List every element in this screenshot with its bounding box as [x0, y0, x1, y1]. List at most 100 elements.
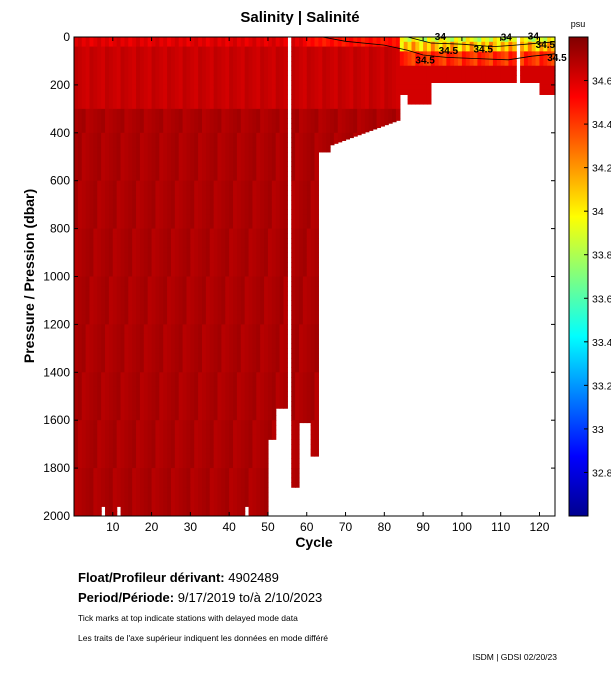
heatmap-cell	[194, 151, 199, 158]
heatmap-cell	[229, 367, 234, 373]
heatmap-cell	[74, 295, 79, 301]
heatmap-cell	[248, 448, 254, 455]
heatmap-cell	[217, 99, 222, 105]
heatmap-cell	[143, 348, 149, 354]
heatmap-cell	[248, 166, 254, 172]
heatmap-cell	[256, 314, 261, 321]
heatmap-cell	[139, 199, 145, 206]
heatmap-cell	[244, 204, 250, 210]
heatmap-cell	[108, 314, 114, 321]
heatmap-cell	[85, 511, 91, 517]
heatmap-cell	[178, 175, 184, 182]
heatmap-cell	[178, 511, 184, 517]
heatmap-cell	[77, 99, 83, 105]
heatmap-cell	[174, 448, 180, 455]
heatmap-cell	[132, 324, 137, 330]
heatmap-cell	[151, 108, 157, 115]
heatmap-cell	[112, 314, 118, 321]
heatmap-cell	[236, 472, 242, 479]
heatmap-cell	[120, 271, 126, 277]
heatmap-cell	[186, 271, 191, 277]
heatmap-cell	[132, 175, 137, 182]
heatmap-cell	[132, 94, 137, 100]
heatmap-cell	[97, 219, 102, 225]
heatmap-cell	[97, 401, 102, 407]
heatmap-cell	[151, 396, 157, 402]
heatmap-cell	[116, 286, 122, 292]
heatmap-cell	[221, 137, 226, 143]
heatmap-cell	[151, 448, 157, 455]
heatmap-cell	[252, 357, 257, 364]
heatmap-cell	[209, 448, 215, 455]
heatmap-cell	[194, 410, 199, 416]
heatmap-cell	[236, 314, 242, 321]
heatmap-cell	[116, 444, 122, 450]
heatmap-cell	[93, 242, 98, 249]
heatmap-cell	[256, 142, 261, 148]
heatmap-cell	[159, 506, 164, 512]
heatmap-cell	[101, 175, 106, 182]
heatmap-cell	[217, 319, 222, 325]
heatmap-cell	[174, 262, 180, 268]
heatmap-cell	[252, 468, 257, 474]
heatmap-cell	[89, 84, 94, 91]
heatmap-cell	[139, 458, 145, 464]
heatmap-cell	[190, 37, 195, 43]
heatmap-cell	[213, 424, 219, 431]
heatmap-cell	[108, 137, 114, 143]
heatmap-cell	[85, 209, 91, 215]
heatmap-cell	[101, 420, 106, 426]
heatmap-cell	[163, 104, 168, 110]
heatmap-cell	[236, 262, 242, 268]
heatmap-cell	[112, 353, 118, 359]
heatmap-cell	[244, 329, 250, 335]
heatmap-cell	[205, 372, 211, 378]
heatmap-cell	[174, 108, 180, 115]
heatmap-cell	[81, 501, 87, 507]
heatmap-cell	[236, 300, 242, 306]
heatmap-cell	[128, 420, 133, 426]
heatmap-cell	[236, 75, 242, 81]
heatmap-cell	[151, 94, 157, 100]
heatmap-cell	[159, 262, 164, 268]
heatmap-cell	[139, 99, 145, 105]
heatmap-cell	[236, 468, 242, 474]
heatmap-cell	[116, 496, 122, 503]
heatmap-cell	[174, 458, 180, 464]
heatmap-cell	[77, 262, 83, 268]
heatmap-cell	[151, 343, 157, 349]
heatmap-cell	[205, 128, 211, 134]
heatmap-cell	[202, 468, 207, 474]
heatmap-cell	[155, 257, 160, 263]
heatmap-cell	[151, 391, 157, 397]
heatmap-cell	[170, 209, 176, 215]
heatmap-cell	[178, 70, 184, 76]
heatmap-cell	[132, 290, 137, 297]
heatmap-cell	[93, 166, 98, 172]
heatmap-cell	[240, 338, 246, 345]
heatmap-cell	[81, 89, 87, 95]
heatmap-cell	[147, 233, 153, 239]
heatmap-cell	[89, 209, 94, 215]
heatmap-cell	[97, 223, 102, 230]
heatmap-cell	[159, 228, 164, 234]
heatmap-cell	[170, 132, 176, 139]
heatmap-cell	[89, 123, 94, 129]
heatmap-cell	[151, 65, 157, 72]
heatmap-cell	[105, 156, 110, 163]
heatmap-cell	[221, 367, 226, 373]
heatmap-cell	[93, 324, 98, 330]
heatmap-cell	[186, 247, 191, 254]
heatmap-cell	[112, 257, 118, 263]
heatmap-cell	[256, 99, 261, 105]
heatmap-cell	[213, 185, 219, 191]
heatmap-cell	[256, 487, 261, 493]
heatmap-cell	[77, 118, 83, 124]
heatmap-cell	[163, 290, 168, 297]
heatmap-cell	[136, 281, 141, 287]
heatmap-cell	[93, 434, 98, 440]
heatmap-cell	[93, 271, 98, 277]
heatmap-cell	[264, 295, 269, 301]
heatmap-cell	[128, 281, 133, 287]
heatmap-cell	[163, 161, 168, 167]
